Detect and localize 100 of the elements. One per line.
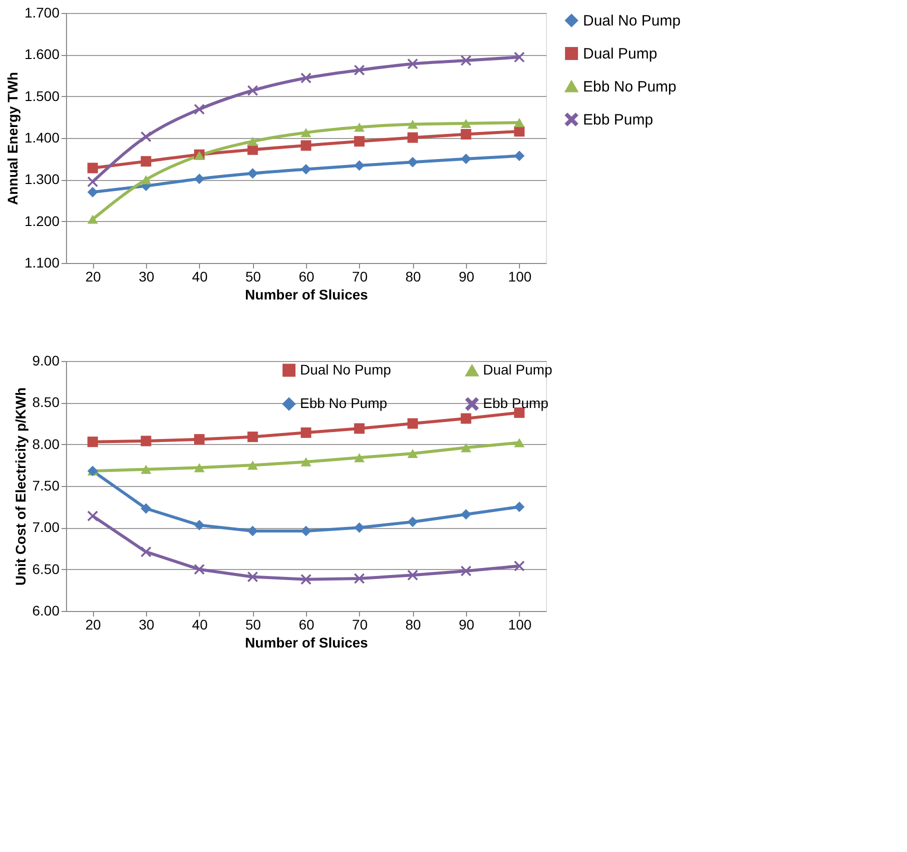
- legend-label: Ebb No Pump: [300, 395, 388, 411]
- point: [247, 526, 258, 536]
- point: [247, 136, 258, 146]
- point: [247, 572, 258, 582]
- y-tick-label: 1.200: [24, 212, 60, 229]
- point: [514, 502, 525, 512]
- point: [247, 432, 258, 442]
- point: [140, 132, 152, 142]
- legend-label: Ebb Pump: [583, 112, 654, 128]
- x-tick-label: 100: [508, 268, 532, 284]
- point: [514, 52, 525, 62]
- x-tick-label: 90: [458, 268, 474, 284]
- point: [247, 168, 258, 179]
- point: [194, 564, 205, 575]
- x-tick-label: 20: [85, 616, 102, 632]
- x-tick-label: 100: [508, 616, 532, 632]
- point: [300, 427, 312, 438]
- point: [140, 156, 152, 167]
- point: [354, 573, 365, 584]
- x-tick-label: 60: [298, 616, 314, 632]
- point: [194, 463, 205, 472]
- point: [407, 516, 418, 528]
- x-tick-label: 70: [352, 268, 368, 284]
- x-tick-label: 80: [405, 268, 422, 284]
- point: [140, 546, 152, 558]
- point: [300, 574, 312, 585]
- point: [407, 58, 418, 70]
- point: [140, 503, 152, 514]
- y-tick-label: 1.300: [24, 171, 60, 188]
- y-axis-title: Unit Cost of Electricity p/KWh: [12, 387, 28, 586]
- y-tick-label: 8.00: [32, 436, 60, 452]
- legend-label: Dual Pump: [483, 362, 552, 378]
- y-tick-label: 1.500: [24, 88, 60, 104]
- point: [460, 566, 472, 576]
- x-tick-label: 40: [192, 616, 208, 632]
- point: [407, 418, 418, 429]
- point: [407, 448, 418, 458]
- point: [247, 85, 258, 96]
- x-axis-title: Number of Sluices: [245, 286, 368, 302]
- point: [87, 186, 98, 198]
- point: [87, 436, 98, 448]
- point: [407, 120, 418, 129]
- point: [514, 438, 525, 448]
- point: [407, 132, 418, 143]
- point: [300, 526, 312, 536]
- point: [514, 560, 525, 572]
- point: [460, 118, 472, 128]
- y-axis-title: Annual Energy TWh: [4, 72, 20, 205]
- point: [140, 436, 152, 446]
- point: [460, 509, 472, 520]
- point: [460, 154, 472, 164]
- point: [354, 522, 365, 533]
- point: [87, 176, 98, 187]
- point: [87, 162, 98, 174]
- y-tick-label: 1.100: [24, 254, 60, 270]
- point: [300, 164, 312, 174]
- point: [407, 570, 418, 580]
- point: [354, 423, 365, 434]
- y-tick-label: 6.50: [32, 560, 60, 577]
- point: [460, 443, 472, 452]
- point: [194, 520, 205, 530]
- legend-label: Dual No Pump: [300, 361, 392, 378]
- point: [194, 174, 205, 184]
- y-tick-label: 6.00: [32, 602, 60, 618]
- legend-label: Ebb Pump: [483, 395, 549, 411]
- legend-label: Dual Pump: [583, 46, 658, 62]
- y-tick-label: 1.400: [24, 130, 60, 146]
- point: [460, 413, 472, 424]
- legend-label: Dual No Pump: [583, 12, 681, 30]
- point: [300, 140, 312, 151]
- point: [460, 55, 472, 66]
- point: [300, 457, 312, 466]
- x-tick-label: 70: [352, 616, 368, 632]
- legend-label: Ebb No Pump: [583, 78, 676, 96]
- point: [354, 64, 365, 76]
- point: [460, 129, 472, 140]
- x-tick-label: 30: [138, 616, 154, 632]
- y-tick-label: 1.600: [24, 46, 60, 62]
- point: [300, 72, 312, 84]
- x-tick-label: 90: [458, 616, 474, 632]
- x-tick-label: 40: [192, 268, 208, 284]
- x-tick-label: 20: [85, 268, 102, 284]
- point: [354, 136, 365, 147]
- y-tick-label: 1.700: [24, 4, 60, 20]
- y-tick-label: 9.00: [32, 352, 60, 368]
- point: [87, 214, 98, 224]
- point: [354, 122, 365, 132]
- point: [514, 150, 525, 162]
- point: [140, 464, 152, 474]
- point: [354, 453, 365, 462]
- point: [407, 156, 418, 168]
- point: [300, 128, 312, 138]
- x-tick-label: 80: [405, 616, 422, 632]
- y-tick-label: 7.00: [32, 519, 60, 536]
- y-tick-label: 8.50: [32, 394, 60, 410]
- point: [194, 434, 205, 445]
- point: [194, 104, 205, 114]
- point: [140, 175, 152, 184]
- point: [514, 118, 525, 128]
- x-tick-label: 50: [245, 616, 262, 632]
